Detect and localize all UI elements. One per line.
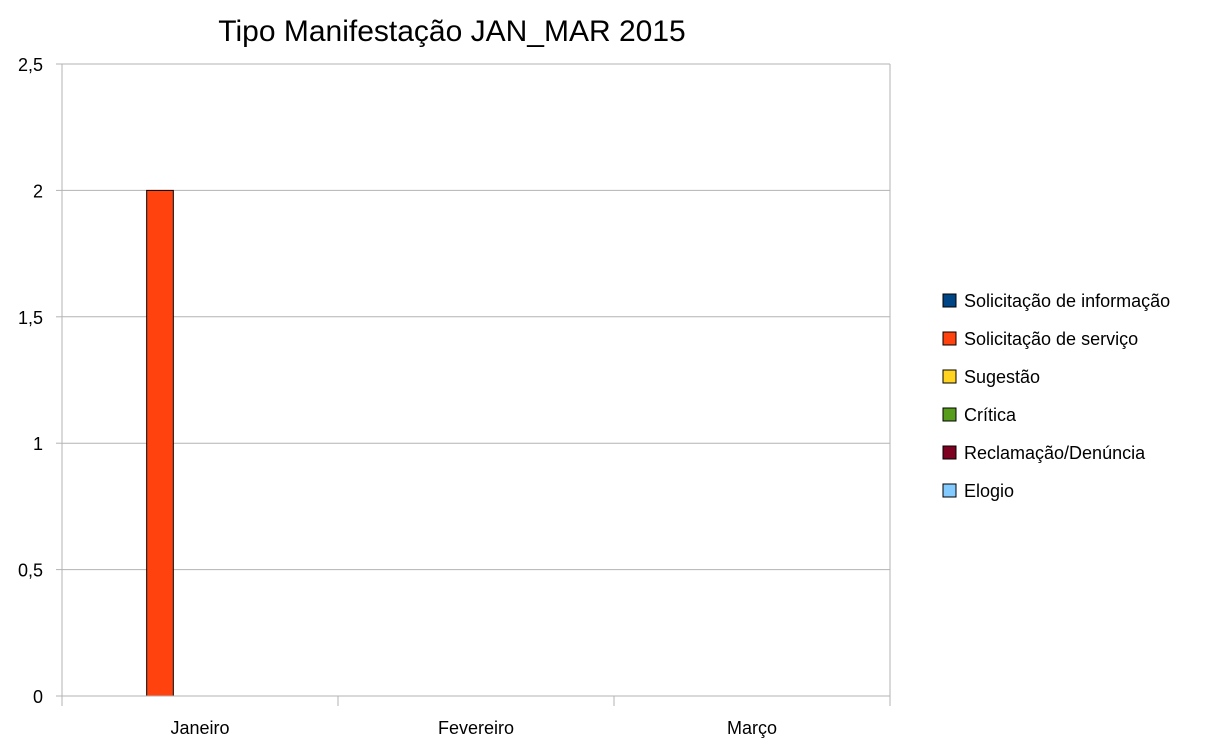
chart-title: Tipo Manifestação JAN_MAR 2015	[218, 15, 685, 48]
legend-label: Elogio	[964, 481, 1014, 501]
legend-swatch	[942, 369, 957, 384]
legend-swatch	[942, 445, 957, 460]
legend-label: Solicitação de serviço	[964, 329, 1138, 349]
legend-label: Solicitação de informação	[964, 291, 1170, 311]
legend-swatch	[942, 331, 957, 346]
y-tick-label: 2	[33, 181, 43, 201]
legend-label: Sugestão	[964, 367, 1040, 387]
bars	[146, 189, 174, 697]
legend-swatch	[942, 407, 957, 422]
y-tick-label: 0	[33, 687, 43, 707]
y-tick-label: 1,5	[18, 308, 43, 328]
legend-label: Reclamação/Denúncia	[964, 443, 1146, 463]
gridlines	[62, 63, 890, 697]
axes: 0 0,5 1 1,5 2 2,5 Janeiro Fevereiro Março	[18, 55, 891, 738]
legend-label: Crítica	[964, 405, 1017, 425]
legend-swatch	[942, 483, 957, 498]
y-tick-label: 1	[33, 434, 43, 454]
legend-swatch	[942, 293, 957, 308]
legend: Solicitação de informação Solicitação de …	[942, 291, 1170, 501]
bar	[146, 189, 174, 697]
y-tick-label: 0,5	[18, 561, 43, 581]
x-tick-label: Janeiro	[170, 718, 229, 738]
x-tick-label: Fevereiro	[438, 718, 514, 738]
y-tick-label: 2,5	[18, 55, 43, 75]
x-tick-label: Março	[727, 718, 777, 738]
